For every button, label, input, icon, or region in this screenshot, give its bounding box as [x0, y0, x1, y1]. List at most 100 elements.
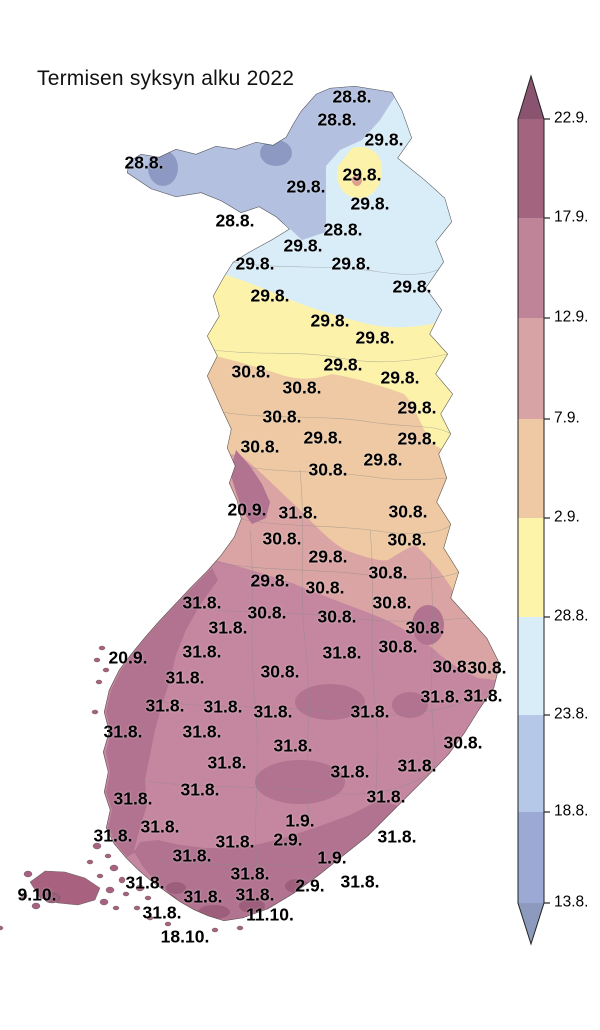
colorbar-tick-label: 13.8. — [554, 893, 589, 911]
station-date-label: 31.8. — [253, 701, 293, 722]
inland-dark-patch — [255, 760, 345, 804]
archipelago — [0, 645, 244, 933]
west-coast-dark-strip — [106, 568, 218, 857]
station-date-label: 31.8. — [183, 886, 223, 907]
colorbar-tick-label: 2.9. — [554, 508, 580, 526]
station-date-label: 30.8. — [388, 501, 428, 522]
station-date-label: 29.8. — [355, 327, 395, 348]
inland-dark-patch — [392, 692, 428, 718]
colorbar-band — [518, 617, 544, 715]
colorbar-band — [518, 218, 544, 318]
station-date-label: 30.8. — [308, 459, 348, 480]
map-title: Termisen syksyn alku 2022 — [37, 67, 295, 90]
colorbar-arrow-up — [518, 76, 544, 119]
station-date-label: 31.8. — [208, 617, 248, 638]
station-date-label: 28.8. — [323, 219, 363, 240]
station-date-label: 1.9. — [317, 847, 347, 868]
station-date-label: 31.8. — [350, 701, 390, 722]
station-date-label: 31.8. — [145, 695, 185, 716]
station-date-label: 11.10. — [246, 904, 294, 925]
station-date-label: 30.8. — [317, 606, 357, 627]
coastal-darkest-spot — [239, 899, 265, 913]
north-yellow-patch — [336, 146, 382, 199]
station-date-label: 2.9. — [273, 829, 303, 850]
station-date-label: 31.8. — [420, 686, 460, 707]
colorbar-band — [518, 318, 544, 419]
station-date-label: 31.8. — [340, 871, 380, 892]
colorbar-tick-label: 7.9. — [554, 409, 580, 427]
station-date-label: 30.8. — [368, 562, 408, 583]
station-date-label: 30.8. — [240, 436, 280, 457]
north-dark-blue-spot — [260, 140, 292, 166]
colorbar-tick-label: 28.8. — [554, 607, 589, 625]
station-date-label: 29.8. — [364, 129, 404, 150]
station-date-label: 31.8. — [322, 642, 362, 663]
colorbar-tick-label: 18.8. — [554, 802, 589, 820]
station-date-label: 31.8. — [103, 721, 143, 742]
station-date-label: 29.8. — [397, 428, 437, 449]
station-date-label: 31.8. — [397, 755, 437, 776]
station-date-label: 29.8. — [323, 354, 363, 375]
island-dots — [0, 645, 244, 933]
station-date-label: 31.8. — [273, 735, 313, 756]
station-date-label: 31.8. — [215, 831, 255, 852]
inland-dark-patch — [412, 605, 444, 645]
station-date-label: 31.8. — [278, 502, 318, 523]
colorbar-band — [518, 119, 544, 218]
station-date-label: 29.8. — [331, 253, 371, 274]
north-salmon-spot — [352, 174, 362, 186]
aland-dark-spot — [43, 892, 61, 904]
colorbar-band — [518, 518, 544, 617]
station-date-label: 28.8. — [124, 152, 164, 173]
station-date-label: 30.8. — [443, 732, 483, 753]
coastal-darkest-spot — [166, 882, 186, 894]
inland-dark-patch — [295, 684, 365, 720]
station-date-label: 30.8. — [231, 361, 271, 382]
station-date-label: 31.8. — [165, 667, 205, 688]
northwest-coast-dark-streak — [230, 450, 270, 524]
station-date-label: 29.8. — [392, 276, 432, 297]
station-date-label: 29.8. — [308, 546, 348, 567]
station-date-label: 18.10. — [160, 926, 210, 947]
station-date-label: 31.8. — [182, 721, 222, 742]
station-date-label: 31.8. — [113, 788, 153, 809]
station-date-label: 31.8. — [172, 845, 212, 866]
station-date-label: 30.8. — [262, 406, 302, 427]
colorbar-band — [518, 419, 544, 518]
station-date-label: 28.8. — [332, 86, 372, 107]
south-coast-dark-region — [134, 800, 398, 921]
station-date-label: 29.8. — [380, 367, 420, 388]
station-date-label: 28.8. — [317, 109, 357, 130]
colorbar-tick-label: 23.8. — [554, 705, 589, 723]
station-date-label: 20.9. — [108, 647, 148, 668]
station-date-label: 29.8. — [235, 253, 275, 274]
station-date-label: 30.8. — [372, 592, 412, 613]
colorbar-band — [518, 715, 544, 812]
colorbar-tick-label: 17.9. — [554, 208, 589, 226]
colorbar-arrow-down — [518, 903, 544, 944]
station-date-label: 29.8. — [250, 570, 290, 591]
station-date-label: 30.8. — [405, 617, 445, 638]
station-date-label: 29.8. — [397, 397, 437, 418]
station-date-label: 30.8. — [378, 636, 418, 657]
station-date-label: 31.8. — [182, 592, 222, 613]
station-date-label: 31.8. — [140, 816, 180, 837]
colorbar-band — [518, 812, 544, 903]
station-date-label: 29.8. — [363, 449, 403, 470]
station-date-label: 31.8. — [230, 863, 270, 884]
station-date-label: 30.8. — [260, 661, 300, 682]
municipal-borders — [139, 261, 495, 881]
colorbar — [517, 74, 550, 946]
colorbar-bands — [518, 119, 544, 903]
station-date-label: 20.9. — [227, 499, 267, 520]
station-date-label: 31.8. — [330, 761, 370, 782]
station-date-label: 9.10. — [17, 884, 57, 905]
station-date-label: 31.8. — [203, 696, 243, 717]
colorbar-tick-label: 12.9. — [554, 308, 589, 326]
station-date-label: 30.8. — [247, 602, 287, 623]
station-date-label: 30.8. — [387, 529, 427, 550]
station-date-label: 29.8. — [250, 285, 290, 306]
station-date-label: 29.8. — [283, 235, 323, 256]
